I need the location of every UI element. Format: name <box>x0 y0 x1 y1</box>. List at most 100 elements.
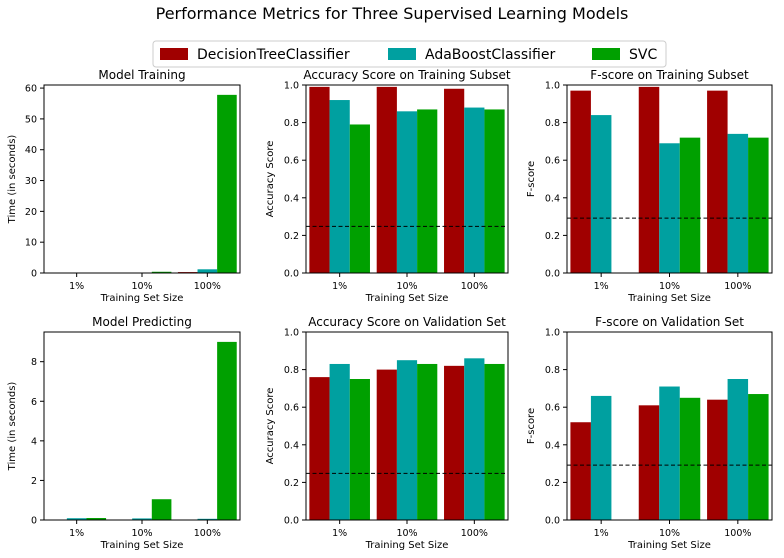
chart-panel: 0 10 20 30 40 50 60 1% 10% 100% Model Training Trai… <box>7 68 241 304</box>
x-axis-label: Training Set Size <box>627 293 711 304</box>
bar <box>376 369 397 520</box>
bar <box>570 422 591 520</box>
y-tick-label: 0.8 <box>284 365 299 376</box>
bar <box>659 143 680 273</box>
bar <box>151 499 172 520</box>
y-tick-label: 2 <box>31 476 37 487</box>
y-axis-label: Accuracy Score <box>265 141 276 218</box>
bar <box>590 395 612 520</box>
bar <box>396 111 418 273</box>
x-tick-label: 10% <box>396 528 417 539</box>
bar <box>217 94 237 273</box>
panel-title: Accuracy Score on Validation Set <box>308 315 506 329</box>
legend-swatch <box>388 48 416 60</box>
bar <box>590 115 612 273</box>
bar <box>309 377 330 520</box>
bar <box>376 86 397 273</box>
bar <box>66 518 87 520</box>
y-axis-label: F-score <box>526 408 537 444</box>
y-tick-label: 0.8 <box>545 118 560 129</box>
x-axis-label: Training Set Size <box>100 293 184 304</box>
y-tick-label: 0.0 <box>545 269 560 280</box>
figure-title: Performance Metrics for Three Supervised… <box>156 4 629 23</box>
y-tick-label: 0.2 <box>545 231 560 242</box>
y-tick-label: 0.0 <box>284 269 299 280</box>
y-tick-label: 0.4 <box>545 193 560 204</box>
y-tick-label: 1.0 <box>284 81 299 92</box>
bar <box>659 386 680 520</box>
x-axis-label: Training Set Size <box>100 540 184 551</box>
x-tick-label: 1% <box>594 528 609 539</box>
bar <box>417 363 438 520</box>
x-tick-label: 1% <box>332 528 347 539</box>
bar <box>197 269 218 273</box>
y-tick-label: 0.6 <box>545 403 560 414</box>
bar <box>132 518 152 520</box>
bar <box>484 109 505 273</box>
x-tick-label: 1% <box>332 281 347 292</box>
x-axis-label: Training Set Size <box>627 540 711 551</box>
x-tick-label: 100% <box>461 528 488 539</box>
bar <box>679 397 701 520</box>
x-tick-label: 10% <box>396 281 417 292</box>
legend-label: AdaBoostClassifier <box>425 47 555 63</box>
bar <box>638 405 660 520</box>
y-tick-label: 0.4 <box>284 440 299 451</box>
y-tick-label: 60 <box>25 84 37 95</box>
y-tick-label: 6 <box>31 397 37 408</box>
bar <box>570 90 591 273</box>
bar <box>748 394 769 520</box>
bar <box>86 518 107 520</box>
axes-frame <box>43 84 241 274</box>
y-tick-label: 0 <box>31 269 37 280</box>
bar <box>349 124 370 273</box>
chart-panel: 0.0 0.2 0.4 0.6 0.8 1.0 1% 10% 100% Accuracy Scor… <box>265 315 509 551</box>
bar <box>707 399 728 520</box>
x-tick-label: 10% <box>659 281 680 292</box>
bar <box>444 365 465 520</box>
y-tick-label: 40 <box>25 145 37 156</box>
bar <box>197 518 218 520</box>
y-axis-label: Accuracy Score <box>265 388 276 465</box>
y-tick-label: 0.8 <box>284 118 299 129</box>
x-tick-label: 10% <box>131 281 152 292</box>
x-tick-label: 100% <box>194 281 221 292</box>
bar <box>484 363 505 520</box>
y-tick-label: 1.0 <box>545 328 560 339</box>
bar <box>727 133 749 273</box>
chart-panel: 0.0 0.2 0.4 0.6 0.8 1.0 1% 10% 100% Accuracy Scor… <box>265 68 511 304</box>
x-axis-label: Training Set Size <box>365 293 449 304</box>
legend-label: DecisionTreeClassifier <box>197 47 350 63</box>
y-tick-label: 10 <box>25 238 37 249</box>
x-tick-label: 10% <box>131 528 152 539</box>
legend: DecisionTreeClassifier AdaBoostClassifier… <box>152 40 667 68</box>
y-tick-label: 0.4 <box>284 193 299 204</box>
chart-panel: 0.0 0.2 0.4 0.6 0.8 1.0 1% 10% 100% F-score on Tr… <box>526 68 773 304</box>
y-tick-label: 0.0 <box>545 516 560 527</box>
y-tick-label: 50 <box>25 114 37 125</box>
y-tick-label: 1.0 <box>545 81 560 92</box>
y-tick-label: 30 <box>25 176 37 187</box>
y-tick-label: 0.6 <box>284 156 299 167</box>
y-tick-label: 0 <box>31 516 37 527</box>
bar <box>707 90 728 273</box>
y-axis-label: F-score <box>526 161 537 197</box>
bar <box>727 379 749 520</box>
bar <box>329 363 350 520</box>
panel-title: Accuracy Score on Training Subset <box>303 68 510 82</box>
x-tick-label: 1% <box>69 528 84 539</box>
y-tick-label: 0.4 <box>545 440 560 451</box>
bar <box>329 100 350 273</box>
y-tick-label: 0.6 <box>545 156 560 167</box>
bar <box>748 137 769 273</box>
x-tick-label: 100% <box>724 528 751 539</box>
panel-title: F-score on Training Subset <box>590 68 749 82</box>
x-tick-label: 1% <box>69 281 84 292</box>
bar <box>309 86 330 273</box>
y-tick-label: 20 <box>25 207 37 218</box>
x-tick-label: 100% <box>461 281 488 292</box>
y-axis-label: Time (in seconds) <box>7 135 18 225</box>
bar <box>464 358 485 520</box>
